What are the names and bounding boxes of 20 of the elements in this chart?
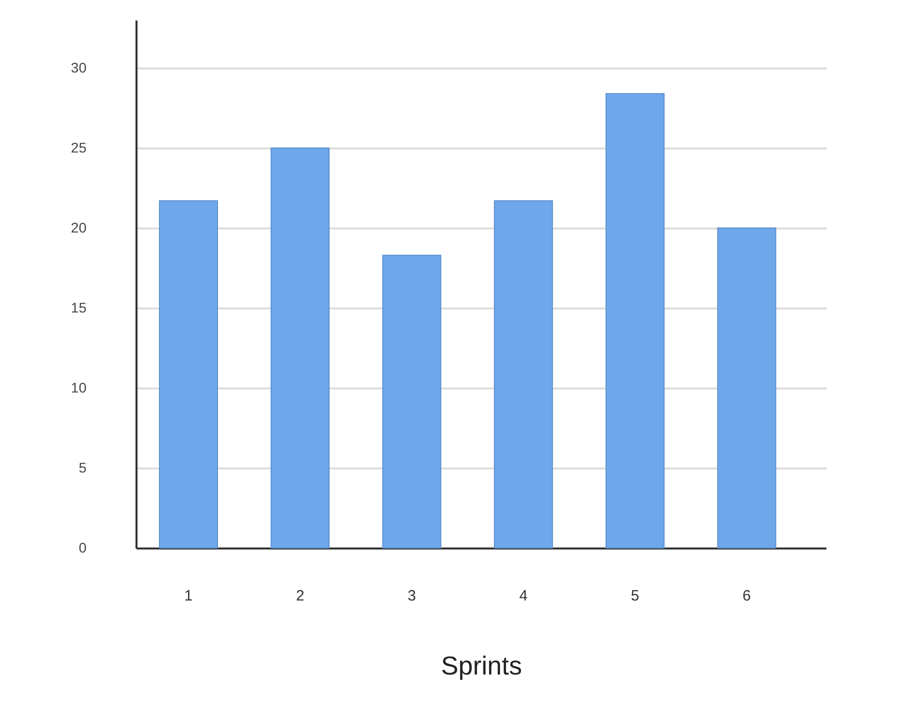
bar bbox=[606, 93, 665, 548]
y-tick-label: 25 bbox=[70, 140, 87, 156]
x-tick-label: 3 bbox=[408, 588, 416, 604]
y-tick-label: 5 bbox=[78, 460, 87, 476]
bar bbox=[494, 200, 553, 548]
bar bbox=[158, 200, 218, 548]
y-tick-label: 15 bbox=[70, 300, 87, 316]
y-tick-label: 20 bbox=[70, 220, 87, 236]
bar bbox=[717, 228, 776, 548]
bar bbox=[382, 254, 442, 548]
bar bbox=[270, 148, 330, 548]
x-tick-label: 4 bbox=[519, 588, 528, 604]
y-tick-label: 30 bbox=[70, 60, 87, 76]
x-tick-label: 5 bbox=[630, 588, 640, 604]
x-tick-label: 2 bbox=[296, 588, 304, 604]
y-tick-label: 10 bbox=[70, 380, 87, 396]
y-tick-label: 0 bbox=[78, 540, 87, 556]
x-tick-label: 6 bbox=[742, 588, 751, 604]
x-tick-label: 1 bbox=[184, 588, 193, 604]
x-axis-title: Sprints bbox=[441, 650, 522, 680]
